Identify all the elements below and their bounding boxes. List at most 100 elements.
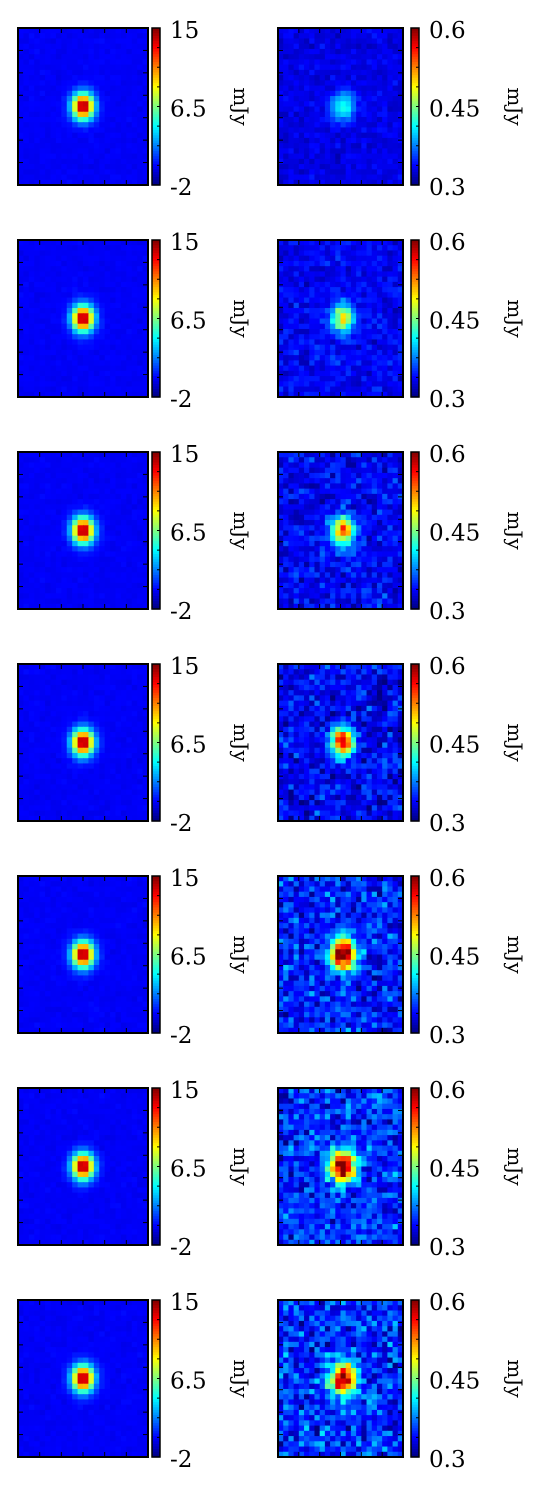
heatmap-cell	[350, 54, 357, 60]
heatmap-cell	[314, 452, 321, 458]
heatmap-cell	[50, 28, 57, 34]
heatmap-cell	[115, 349, 122, 356]
heatmap-cell	[88, 674, 95, 681]
heatmap-cell	[350, 499, 357, 505]
heatmap-cell	[72, 153, 79, 160]
heatmap-cell	[61, 308, 68, 314]
colorbar-segment	[152, 336, 160, 341]
heatmap-cell	[28, 153, 35, 160]
heatmap-cell	[340, 355, 347, 361]
heatmap-cell	[88, 535, 95, 542]
heatmap-cell	[18, 250, 25, 257]
heatmap-cell	[376, 260, 383, 267]
heatmap-cell	[28, 556, 35, 563]
heatmap-cell	[77, 106, 84, 113]
heatmap-cell	[397, 472, 404, 479]
heatmap-cell	[278, 308, 284, 314]
heatmap-cell	[319, 323, 326, 330]
heatmap-cell	[131, 582, 138, 589]
heatmap-cell	[18, 577, 25, 584]
heatmap-cell	[361, 111, 368, 118]
heatmap-cell	[309, 174, 316, 181]
heatmap-cell	[324, 48, 331, 55]
heatmap-cell	[61, 598, 68, 605]
heatmap-cell	[99, 127, 106, 134]
heatmap-cell	[137, 540, 144, 547]
heatmap-cell	[131, 349, 138, 356]
heatmap-cell	[340, 462, 347, 469]
heatmap-cell	[319, 69, 326, 76]
heatmap-cell	[319, 483, 326, 490]
heatmap-cell	[288, 457, 295, 464]
heatmap-cell	[131, 323, 138, 330]
heatmap-cell	[278, 355, 284, 361]
heatmap-cell	[137, 370, 144, 377]
heatmap-cell	[319, 266, 326, 272]
heatmap-cell	[99, 344, 106, 351]
heatmap-cell	[120, 603, 127, 610]
heatmap-cell	[93, 43, 100, 50]
heatmap-cell	[104, 153, 111, 160]
heatmap-cell	[142, 48, 149, 55]
heatmap-cell	[335, 148, 342, 155]
heatmap-cell	[319, 504, 326, 511]
heatmap-cell	[131, 577, 138, 584]
heatmap-cell	[83, 674, 90, 681]
heatmap-cell	[288, 116, 295, 123]
heatmap-cell	[330, 520, 336, 526]
heatmap-cell	[50, 260, 57, 267]
heatmap-cell	[345, 245, 352, 252]
heatmap-cell	[366, 567, 373, 573]
heatmap-cell	[142, 164, 149, 170]
heatmap-cell	[115, 111, 122, 118]
heatmap-cell	[23, 328, 30, 335]
heatmap-cell	[293, 106, 300, 113]
heatmap-cell	[330, 179, 336, 186]
heatmap-cell	[350, 250, 357, 257]
heatmap-cell	[104, 318, 111, 325]
colorbar-segment	[411, 88, 419, 92]
heatmap-cell	[283, 514, 290, 521]
heatmap-cell	[28, 551, 35, 558]
heatmap-cell	[93, 679, 100, 686]
heatmap-cell	[397, 370, 404, 377]
heatmap-cell	[115, 525, 122, 532]
heatmap-cell	[350, 467, 357, 474]
heatmap-cell	[324, 493, 331, 500]
heatmap-cell	[324, 313, 331, 320]
heatmap-cell	[126, 493, 133, 500]
heatmap-cell	[104, 669, 111, 676]
heatmap-cell	[137, 535, 144, 542]
heatmap-cell	[131, 472, 138, 479]
colorbar-segment	[411, 82, 419, 87]
heatmap-cell	[371, 101, 378, 108]
heatmap-cell	[28, 143, 35, 149]
heatmap-cell	[330, 48, 336, 55]
heatmap-cell	[39, 520, 46, 526]
heatmap-cell	[392, 561, 399, 568]
heatmap-cell	[283, 483, 290, 490]
heatmap-cell	[77, 572, 84, 579]
heatmap-cell	[288, 75, 295, 81]
heatmap-cell	[340, 370, 347, 377]
heatmap-cell	[335, 391, 342, 398]
heatmap-cell	[371, 488, 378, 495]
heatmap-cell	[371, 111, 378, 118]
heatmap-cell	[345, 598, 352, 605]
heatmap-cell	[28, 59, 35, 66]
heatmap-cell	[34, 355, 41, 361]
heatmap-cell	[18, 48, 25, 55]
heatmap-cell	[345, 169, 352, 176]
heatmap-cell	[371, 96, 378, 102]
colorbar-segment	[411, 80, 419, 84]
heatmap-cell	[66, 577, 73, 584]
heatmap-cell	[137, 260, 144, 267]
heatmap-cell	[131, 514, 138, 521]
heatmap-cell	[115, 664, 122, 670]
heatmap-cell	[77, 48, 84, 55]
heatmap-cell	[382, 355, 388, 361]
heatmap-cell	[126, 365, 133, 372]
heatmap-cell	[382, 370, 388, 377]
heatmap-cell	[350, 164, 357, 170]
heatmap-cell	[104, 457, 111, 464]
